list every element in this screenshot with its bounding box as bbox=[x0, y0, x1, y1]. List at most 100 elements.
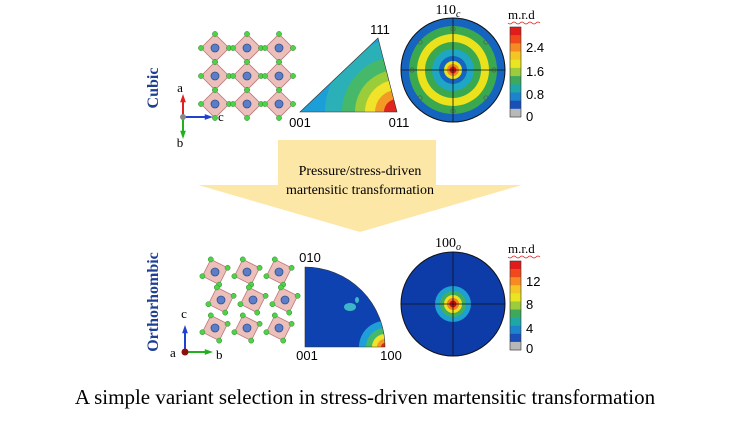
spell-underline bbox=[507, 21, 541, 25]
arrow-head bbox=[180, 130, 186, 139]
colorbar-cell bbox=[510, 51, 521, 61]
caption: A simple variant selection in stress-dri… bbox=[75, 385, 656, 409]
ipf-contour bbox=[365, 80, 397, 112]
colorbar-tick: 8 bbox=[526, 297, 533, 312]
cation bbox=[274, 267, 284, 277]
pole-marker bbox=[409, 67, 415, 73]
colorbar-tick: 12 bbox=[526, 274, 540, 289]
cation bbox=[274, 99, 284, 109]
ipf-contour bbox=[381, 343, 385, 347]
colorbar-cell bbox=[510, 35, 521, 44]
anion bbox=[288, 264, 295, 271]
anion bbox=[212, 87, 218, 93]
anion bbox=[263, 329, 270, 336]
arrow-head bbox=[180, 94, 186, 103]
cation bbox=[210, 323, 220, 333]
colorbar-cell bbox=[510, 76, 521, 85]
pole-marker bbox=[450, 26, 456, 32]
cation bbox=[280, 295, 290, 305]
colorbar-frame bbox=[509, 26, 522, 118]
colorbar-cell bbox=[510, 27, 521, 36]
cation bbox=[274, 71, 284, 81]
ipf-outline bbox=[304, 266, 386, 348]
colorbar-cell bbox=[510, 100, 521, 110]
cation bbox=[242, 267, 252, 277]
colorbar-tick: 0 bbox=[526, 109, 533, 124]
pole-marker bbox=[483, 95, 489, 101]
cation bbox=[210, 99, 220, 109]
colorbar-cell bbox=[510, 59, 521, 69]
anion bbox=[244, 87, 250, 93]
anion bbox=[276, 115, 282, 121]
anion bbox=[290, 45, 296, 51]
anion bbox=[290, 73, 296, 79]
anion bbox=[248, 337, 255, 344]
pole-marker bbox=[483, 39, 489, 45]
colorbar-cell bbox=[510, 43, 521, 52]
ipf-spot bbox=[344, 303, 356, 311]
anion bbox=[262, 292, 269, 299]
anion bbox=[276, 31, 282, 37]
colorbar-cell bbox=[510, 92, 521, 101]
pole-label-sub: c bbox=[456, 9, 461, 20]
colorbar-cell bbox=[510, 293, 521, 302]
anion bbox=[230, 73, 236, 79]
ipf-contour bbox=[375, 90, 397, 112]
arrow-text: Pressure/stress-driven bbox=[299, 164, 422, 179]
pole-label-main: 110 bbox=[436, 3, 456, 18]
anion bbox=[244, 31, 250, 37]
anion bbox=[207, 256, 214, 263]
anion bbox=[230, 101, 236, 107]
colorbar-tick: 1.6 bbox=[526, 64, 544, 79]
phase-label: Orthorhombic bbox=[145, 252, 162, 352]
colorbar-tick: 0.8 bbox=[526, 87, 544, 102]
anion bbox=[277, 284, 284, 291]
cation bbox=[242, 99, 252, 109]
colorbar-tick: 2.4 bbox=[526, 40, 544, 55]
colorbar-cell bbox=[510, 309, 521, 318]
ipf-label: 001 bbox=[289, 115, 311, 130]
anion bbox=[280, 337, 287, 344]
cation bbox=[248, 295, 258, 305]
arrow-head bbox=[182, 325, 188, 334]
ipf-outline bbox=[299, 37, 398, 113]
ipf-cubic bbox=[300, 38, 397, 112]
pole-label-sub: o bbox=[456, 242, 461, 253]
anion bbox=[256, 264, 263, 271]
anion bbox=[207, 312, 214, 319]
anion bbox=[262, 73, 268, 79]
ipf-contour bbox=[372, 334, 385, 347]
colorbar-cell bbox=[510, 269, 521, 278]
anion bbox=[212, 115, 218, 121]
colorbar-title: m.r.d bbox=[508, 7, 535, 22]
axis-label: b bbox=[216, 347, 223, 362]
ipf-label: 010 bbox=[299, 250, 321, 265]
anion bbox=[244, 59, 250, 65]
anion bbox=[262, 101, 268, 107]
anion bbox=[213, 284, 220, 291]
pole-figure-label: 110c bbox=[436, 3, 461, 20]
anion bbox=[199, 329, 206, 336]
anion bbox=[231, 329, 238, 336]
anion bbox=[237, 301, 244, 308]
pole-marker bbox=[450, 108, 456, 114]
origin bbox=[181, 348, 189, 356]
colorbar-cell bbox=[510, 317, 521, 327]
cation bbox=[210, 71, 220, 81]
axis-label: c bbox=[218, 109, 224, 124]
anion bbox=[198, 45, 204, 51]
origin bbox=[180, 114, 186, 120]
axis-label: a bbox=[177, 80, 183, 95]
arrow-head bbox=[204, 114, 213, 120]
axis-label: b bbox=[177, 135, 184, 150]
ipf-spot bbox=[355, 297, 359, 303]
anion bbox=[271, 256, 278, 263]
colorbar-tick: 0 bbox=[526, 341, 533, 356]
arrow-text: martensitic transformation bbox=[286, 183, 434, 198]
anion bbox=[222, 309, 229, 316]
transition-arrow bbox=[198, 140, 522, 232]
anion bbox=[244, 115, 250, 121]
anion bbox=[256, 320, 263, 327]
pole-marker bbox=[417, 95, 423, 101]
